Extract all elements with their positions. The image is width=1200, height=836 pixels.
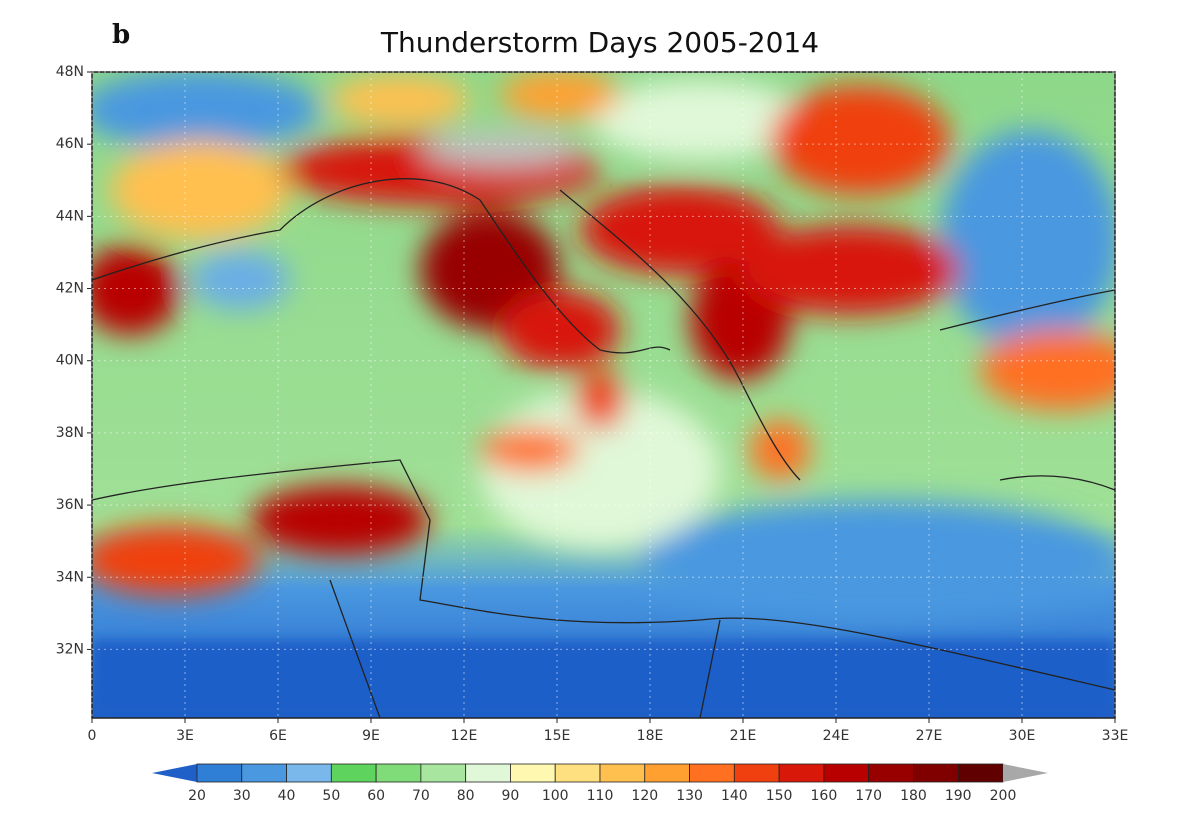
colorbar-label: 160 [811, 788, 838, 804]
lon-label: 30E [1009, 728, 1036, 744]
lat-label: 32N [56, 641, 84, 657]
colorbar-label: 40 [278, 788, 296, 804]
colorbar-label: 120 [631, 788, 658, 804]
colorbar-segment [375, 763, 422, 783]
lon-label: 12E [451, 728, 478, 744]
lat-label: 42N [56, 281, 84, 297]
colorbar-segment [868, 763, 914, 783]
map-title: Thunderstorm Days 2005-2014 [380, 26, 819, 59]
lon-label: 18E [637, 728, 664, 744]
lon-label: 6E [269, 728, 287, 744]
colorbar-arrow [152, 764, 197, 782]
lat-label: 46N [56, 136, 84, 152]
lat-label: 36N [56, 497, 84, 513]
colorbar-label: 50 [322, 788, 340, 804]
colorbar-label: 130 [676, 788, 703, 804]
colorbar-label: 60 [367, 788, 385, 804]
colorbar-label: 180 [900, 788, 927, 804]
colorbar-segment [554, 763, 601, 783]
panel-label: b [112, 20, 130, 50]
lat-label: 38N [56, 425, 84, 441]
colorbar-label: 170 [855, 788, 882, 804]
lat-label: 44N [56, 208, 84, 224]
lon-label: 33E [1102, 728, 1129, 744]
colorbar-segment [196, 763, 243, 783]
colorbar-segment [644, 763, 690, 783]
lon-label: 24E [823, 728, 850, 744]
lon-label: 27E [916, 728, 943, 744]
colorbar-label: 30 [233, 788, 251, 804]
colorbar-label: 150 [766, 788, 793, 804]
colorbar-segment [689, 763, 735, 783]
colorbar-label: 190 [945, 788, 972, 804]
colorbar-segment [330, 763, 377, 783]
lon-label: 0 [88, 728, 97, 744]
lon-label: 15E [544, 728, 571, 744]
lon-label: 9E [362, 728, 380, 744]
colorbar-label: 80 [457, 788, 475, 804]
lon-label: 21E [730, 728, 757, 744]
colorbar-segment [599, 763, 646, 783]
lon-label: 3E [176, 728, 194, 744]
colorbar-label: 110 [587, 788, 614, 804]
colorbar-label: 100 [542, 788, 569, 804]
colorbar-segment [913, 763, 959, 783]
colorbar-label: 70 [412, 788, 430, 804]
colorbar-segment [465, 763, 511, 783]
colorbar-segment [778, 763, 825, 783]
lat-label: 48N [56, 64, 84, 80]
colorbar-label: 200 [990, 788, 1017, 804]
colorbar-segment [823, 763, 870, 783]
colorbar-segment [241, 763, 287, 783]
colorbar-segment [733, 763, 780, 783]
lat-label: 34N [56, 569, 84, 585]
colorbar-label: 90 [502, 788, 520, 804]
colorbar-segment [510, 763, 556, 783]
colorbar-segment [420, 763, 467, 783]
map-field [92, 72, 1115, 718]
colorbar-segment [957, 763, 1004, 783]
colorbar-label: 140 [721, 788, 748, 804]
colorbar-label: 20 [188, 788, 206, 804]
colorbar-arrow [1003, 764, 1048, 782]
colorbar-segment [286, 763, 332, 783]
lat-label: 40N [56, 353, 84, 369]
